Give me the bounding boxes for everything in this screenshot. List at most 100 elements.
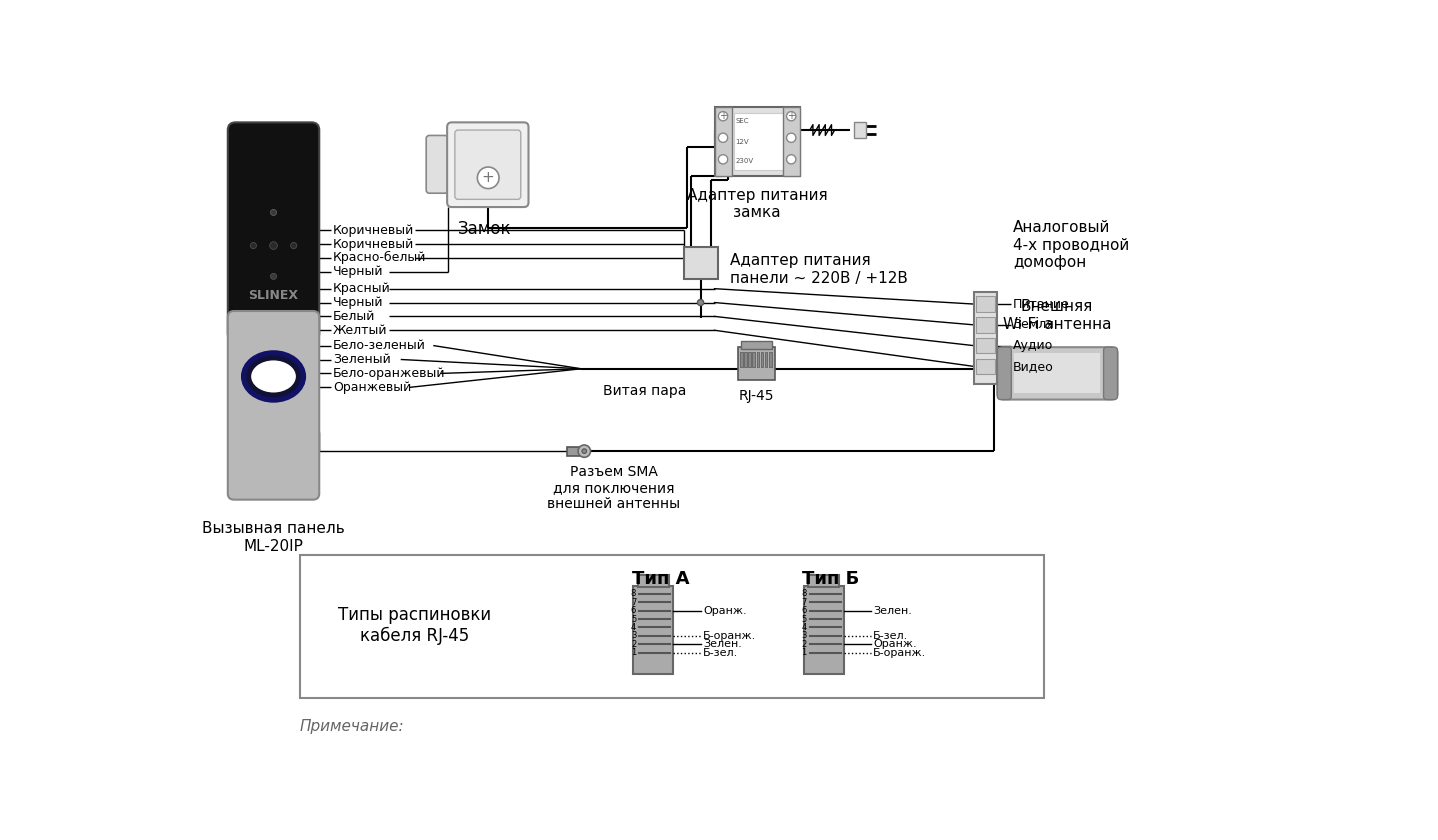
Text: Замок: Замок xyxy=(457,220,510,239)
Text: Оранжевый: Оранжевый xyxy=(334,381,411,394)
Bar xyxy=(638,575,669,587)
Text: Коричневый: Коричневый xyxy=(334,238,414,250)
FancyBboxPatch shape xyxy=(998,347,1011,400)
Text: Вызывная панель
ML-20IP: Вызывная панель ML-20IP xyxy=(203,521,345,554)
Bar xyxy=(976,338,995,354)
Bar xyxy=(765,352,768,367)
Bar xyxy=(808,575,840,587)
Circle shape xyxy=(719,155,728,164)
Text: 3: 3 xyxy=(631,632,636,640)
Bar xyxy=(769,352,772,367)
Text: Бело-зеленый: Бело-зеленый xyxy=(334,339,426,352)
Text: Аудио: Аудио xyxy=(1012,339,1053,352)
Bar xyxy=(715,107,800,176)
Circle shape xyxy=(787,133,795,142)
Text: Черный: Черный xyxy=(334,265,384,278)
Circle shape xyxy=(719,133,728,142)
Text: 6: 6 xyxy=(631,606,636,615)
Bar xyxy=(976,318,995,333)
Circle shape xyxy=(477,167,499,188)
FancyBboxPatch shape xyxy=(1103,347,1117,400)
Text: Красный: Красный xyxy=(334,282,391,295)
Text: Красно-белый: Красно-белый xyxy=(334,251,427,265)
Bar xyxy=(633,586,673,675)
Text: Оранж.: Оранж. xyxy=(703,606,746,616)
Text: 5: 5 xyxy=(631,615,636,623)
FancyBboxPatch shape xyxy=(426,135,447,193)
Bar xyxy=(741,341,772,349)
Bar xyxy=(733,113,794,170)
Text: SLINEX: SLINEX xyxy=(249,289,299,302)
Text: Б-зел.: Б-зел. xyxy=(873,631,909,641)
Circle shape xyxy=(787,112,795,121)
Text: Желтый: Желтый xyxy=(334,323,388,337)
Text: Оранж.: Оранж. xyxy=(873,639,917,649)
Text: 7: 7 xyxy=(631,597,636,606)
Bar xyxy=(752,352,755,367)
Text: SEC: SEC xyxy=(735,118,749,123)
Text: Тип А: Тип А xyxy=(631,570,689,589)
Circle shape xyxy=(582,449,587,454)
Text: Примечание:: Примечание: xyxy=(301,719,404,734)
Text: 7: 7 xyxy=(801,597,807,606)
Text: +: + xyxy=(787,111,795,121)
Ellipse shape xyxy=(249,358,298,395)
Text: Белый: Белый xyxy=(334,310,375,323)
Text: Зелен.: Зелен. xyxy=(873,606,912,616)
Text: Аналоговый
4-х проводной
домофон: Аналоговый 4-х проводной домофон xyxy=(1012,220,1129,270)
Circle shape xyxy=(697,299,703,306)
Text: 8: 8 xyxy=(631,589,636,598)
Text: Земля: Земля xyxy=(1012,318,1054,331)
Circle shape xyxy=(270,209,276,216)
Bar xyxy=(804,586,844,675)
Text: 4: 4 xyxy=(631,623,636,632)
Text: 3: 3 xyxy=(801,632,807,640)
Bar xyxy=(1014,354,1100,393)
Text: Разъем SMA
для поключения
внешней антенны: Разъем SMA для поключения внешней антенн… xyxy=(548,465,680,512)
Circle shape xyxy=(270,273,276,280)
Circle shape xyxy=(270,242,278,249)
Text: Коричневый: Коричневый xyxy=(334,223,414,237)
Bar xyxy=(738,347,775,380)
Text: Типы распиновки
кабеля RJ-45: Типы распиновки кабеля RJ-45 xyxy=(338,606,492,645)
Bar xyxy=(683,247,719,280)
Text: 6: 6 xyxy=(801,606,807,615)
Text: +: + xyxy=(719,111,728,121)
Text: 8: 8 xyxy=(801,589,807,598)
Text: 5: 5 xyxy=(801,615,807,623)
Bar xyxy=(741,352,743,367)
Text: Б-оранж.: Б-оранж. xyxy=(873,648,926,658)
Bar xyxy=(715,107,732,176)
Bar xyxy=(756,352,759,367)
Text: Внешняя
Wi-Fi антенна: Внешняя Wi-Fi антенна xyxy=(1002,299,1112,332)
Text: Тип Б: Тип Б xyxy=(802,570,860,589)
Text: Адаптер питания
замка: Адаптер питания замка xyxy=(687,188,827,220)
Bar xyxy=(854,123,866,138)
Bar xyxy=(974,291,998,384)
Text: Видео: Видео xyxy=(1012,360,1054,373)
Text: Б-оранж.: Б-оранж. xyxy=(703,631,756,641)
Bar xyxy=(976,297,995,312)
Text: 12V: 12V xyxy=(735,139,749,144)
Circle shape xyxy=(719,112,728,121)
Bar xyxy=(976,359,995,374)
Text: 1: 1 xyxy=(801,648,807,658)
Text: 1: 1 xyxy=(631,648,636,658)
Bar xyxy=(782,107,800,176)
Bar xyxy=(748,352,751,367)
Circle shape xyxy=(787,155,795,164)
Bar xyxy=(567,447,584,456)
FancyBboxPatch shape xyxy=(454,130,521,199)
FancyBboxPatch shape xyxy=(227,123,319,341)
Circle shape xyxy=(250,243,256,249)
Text: 4: 4 xyxy=(801,623,807,632)
Text: 2: 2 xyxy=(801,640,807,649)
Circle shape xyxy=(290,243,296,249)
Text: 230V: 230V xyxy=(735,158,754,164)
Text: Черный: Черный xyxy=(334,296,384,309)
FancyBboxPatch shape xyxy=(227,311,319,500)
Text: Зеленый: Зеленый xyxy=(334,353,391,366)
Text: +: + xyxy=(482,171,495,186)
Text: Питание: Питание xyxy=(1012,297,1070,311)
Text: Зелен.: Зелен. xyxy=(703,639,742,649)
